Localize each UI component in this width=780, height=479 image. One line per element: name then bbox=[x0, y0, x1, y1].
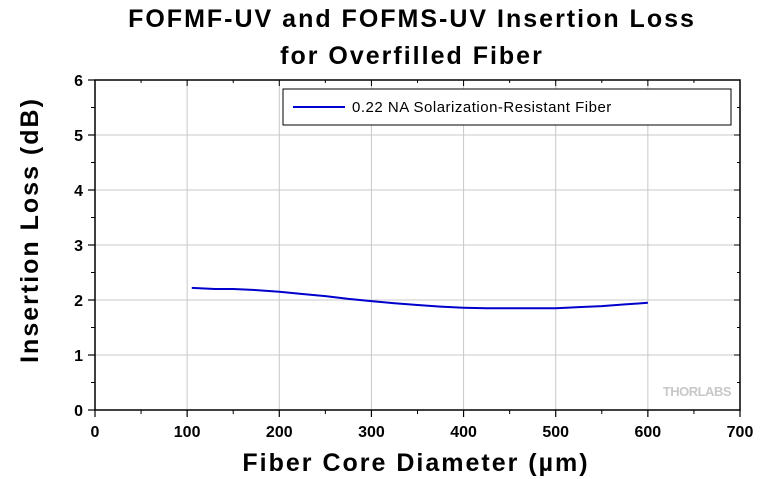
chart-title-line-2: for Overfilled Fiber bbox=[280, 42, 544, 70]
x-axis-title: Fiber Core Diameter (µm) bbox=[242, 449, 589, 477]
y-tick-label: 3 bbox=[74, 238, 83, 255]
axis-ticks bbox=[88, 79, 741, 417]
y-tick-label: 1 bbox=[74, 348, 83, 365]
grid bbox=[95, 80, 740, 410]
y-tick-label: 6 bbox=[74, 73, 83, 90]
y-axis-title: Insertion Loss (dB) bbox=[16, 97, 44, 363]
series-group bbox=[191, 286, 648, 310]
y-tick-label: 5 bbox=[74, 128, 83, 145]
series-line-0 bbox=[191, 286, 648, 310]
x-tick-label: 600 bbox=[635, 424, 662, 441]
y-tick-label: 0 bbox=[74, 403, 83, 420]
thorlabs-watermark: THORLABS bbox=[663, 384, 732, 399]
tick-labels: 0 100 200 300 400 500 600 700 0 1 2 3 4 5 6 bbox=[74, 73, 753, 441]
x-tick-label: 100 bbox=[174, 424, 201, 441]
x-tick-label: 500 bbox=[542, 424, 569, 441]
legend-label: 0.22 NA Solarization-Resistant Fiber bbox=[352, 99, 612, 116]
y-tick-label: 2 bbox=[74, 293, 83, 310]
x-tick-label: 0 bbox=[91, 424, 100, 441]
x-tick-label: 700 bbox=[727, 424, 754, 441]
plot-area-frame bbox=[94, 79, 741, 411]
x-tick-label: 300 bbox=[358, 424, 385, 441]
x-tick-label: 400 bbox=[450, 424, 477, 441]
legend: 0.22 NA Solarization-Resistant Fiber bbox=[282, 88, 732, 126]
legend-box bbox=[282, 88, 732, 126]
chart-title-line-1: FOFMF-UV and FOFMS-UV Insertion Loss bbox=[128, 5, 696, 33]
x-tick-label: 200 bbox=[266, 424, 293, 441]
y-tick-label: 4 bbox=[74, 183, 83, 200]
